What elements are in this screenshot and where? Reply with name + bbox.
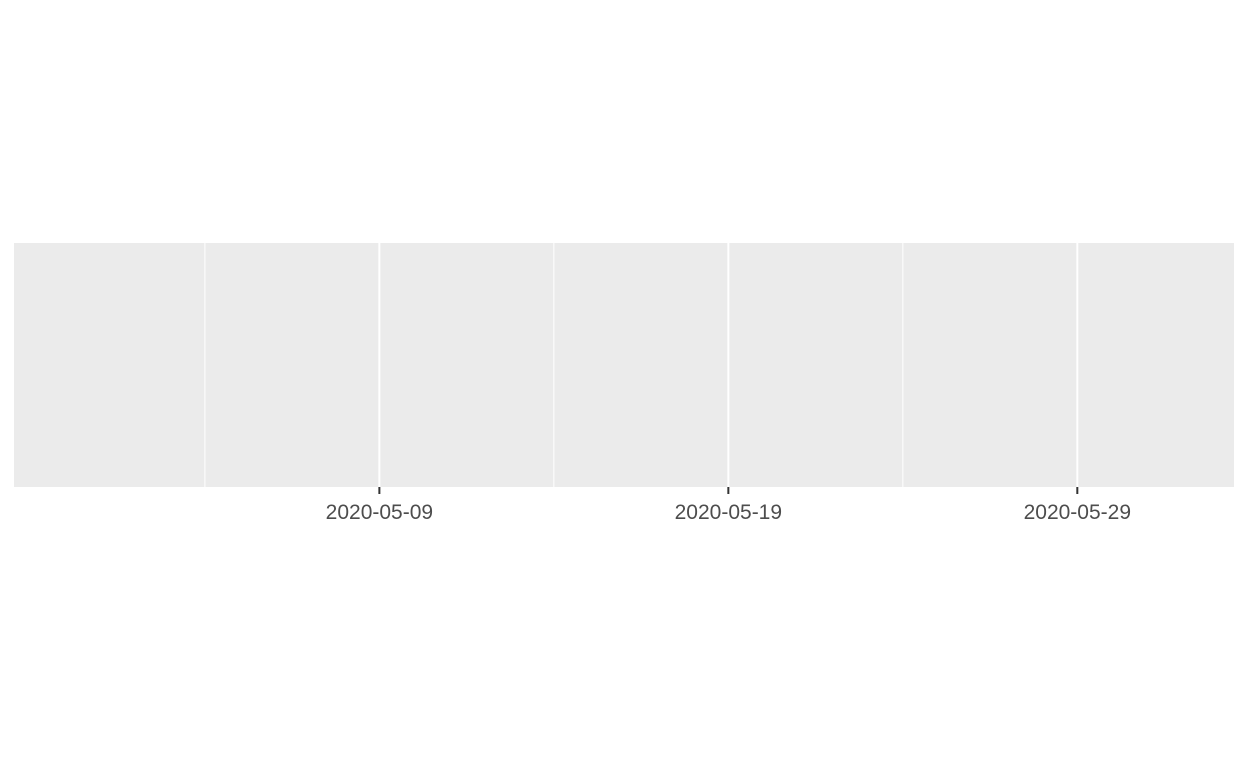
x-axis-ticks	[378, 487, 1079, 494]
x-tick-label-1: 2020-05-19	[675, 501, 782, 524]
plot-panel	[14, 243, 1234, 487]
x-axis-tick-labels: 2020-05-09 2020-05-19 2020-05-29	[326, 501, 1131, 524]
minor-gridlines	[204, 243, 904, 487]
x-tick-label-2: 2020-05-29	[1024, 501, 1131, 524]
x-tick-label-0: 2020-05-09	[326, 501, 433, 524]
major-gridlines	[378, 243, 1079, 487]
